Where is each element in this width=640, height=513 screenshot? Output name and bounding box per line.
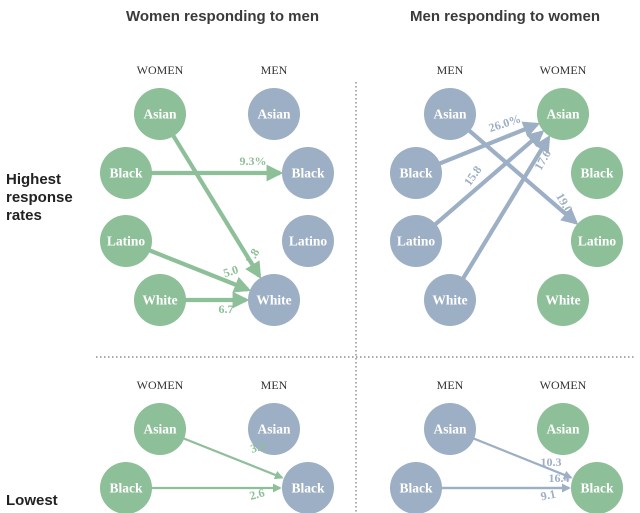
node-bottom-left-left-black [100,462,152,513]
node-label: Latino [107,234,146,249]
node-top-left-left-asian [134,88,186,140]
arrow-value-label: 9.3% [240,154,267,168]
arrow-asian-to-black [181,436,284,480]
arrow-value-label: 10.3 [541,455,562,469]
node-label: Latino [397,234,436,249]
node-top-right-right-black [571,147,623,199]
node-top-left-right-asian [248,88,300,140]
node-top-left-right-latino [282,215,334,267]
node-label: Asian [143,422,177,437]
arrow-latino-to-asian [432,130,545,227]
column-header: MEN [437,63,464,77]
node-label: Asian [257,422,291,437]
column-header: WOMEN [540,378,587,392]
node-bottom-left-right-black [282,462,334,513]
node-label: White [142,293,177,308]
node-top-left-left-black [100,147,152,199]
arrow-value-label: 19.0 [553,190,576,215]
node-label: Black [399,481,432,496]
arrow-white-to-asian [460,135,551,281]
node-bottom-left-left-asian [134,403,186,455]
node-label: White [545,293,580,308]
node-top-right-left-latino [390,215,442,267]
node-label: Latino [578,234,617,249]
node-top-left-left-white [134,274,186,326]
node-bottom-left-right-asian [248,403,300,455]
node-label: Black [109,481,142,496]
node-label: White [432,293,467,308]
row-label-lowest: Lowest [6,492,58,509]
arrow-value-label: 2.6 [248,485,266,502]
arrow-latino-to-white [147,247,252,293]
node-label: Black [399,166,432,181]
node-label: Black [580,166,613,181]
node-label: Black [291,166,324,181]
arrow-value-label: 6.7 [219,302,234,316]
title-women-responding: Women responding to men [125,8,320,25]
node-label: Latino [289,234,328,249]
node-top-left-left-latino [100,215,152,267]
node-label: Black [109,166,142,181]
column-header: MEN [261,378,288,392]
node-bottom-right-left-black [390,462,442,513]
node-top-left-right-white [248,274,300,326]
node-label: Asian [433,422,467,437]
node-label: Asian [546,107,580,122]
column-header: WOMEN [137,378,184,392]
arrow-value-label: 16.4 [549,471,570,485]
arrow-asian-to-white [170,133,262,279]
node-bottom-right-left-asian [424,403,476,455]
node-top-right-right-latino [571,215,623,267]
node-top-right-right-asian [537,88,589,140]
node-bottom-right-right-asian [537,403,589,455]
node-top-right-left-asian [424,88,476,140]
node-label: Black [580,481,613,496]
node-top-right-right-white [537,274,589,326]
row-label-highest: Highest response rates [6,171,73,224]
column-header: MEN [261,63,288,77]
node-label: Asian [143,107,177,122]
arrow-asian-to-latino [466,128,579,225]
node-label: Asian [546,422,580,437]
column-header: MEN [437,378,464,392]
node-label: Asian [433,107,467,122]
arrow-value-label: 7.8 [243,246,263,266]
arrow-asian-to-black [471,436,573,480]
node-top-left-right-black [282,147,334,199]
node-bottom-right-right-black [571,462,623,513]
node-label: White [256,293,291,308]
arrow-value-label: 9.1 [539,487,557,504]
arrow-value-label: 5.0 [221,262,240,280]
arrow-value-label: 3.3 [249,438,267,455]
node-label: Asian [257,107,291,122]
column-header: WOMEN [540,63,587,77]
title-men-responding: Men responding to women [410,8,600,25]
arrow-value-label: 17.6 [531,147,554,172]
node-top-right-left-black [390,147,442,199]
node-top-right-left-white [424,274,476,326]
node-label: Black [291,481,324,496]
column-header: WOMEN [137,63,184,77]
